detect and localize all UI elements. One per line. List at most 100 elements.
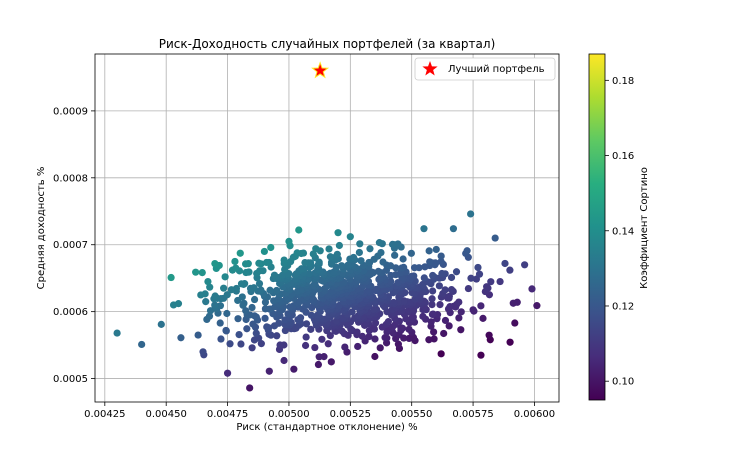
data-point <box>467 274 475 282</box>
data-point <box>237 340 245 348</box>
data-point <box>358 332 367 340</box>
data-point <box>506 338 514 346</box>
x-axis-label: Риск (стандартное отклонение) % <box>236 422 417 433</box>
data-point <box>315 353 323 361</box>
data-point <box>491 234 499 242</box>
data-point <box>381 334 389 342</box>
data-point <box>379 258 387 266</box>
data-point <box>263 323 271 331</box>
data-point <box>223 309 231 318</box>
data-point <box>273 286 281 295</box>
data-point <box>475 270 484 278</box>
plot-frame <box>94 53 560 403</box>
legend-star-icon <box>422 61 438 76</box>
data-point <box>467 210 475 218</box>
y-axis-ticks: 0.0005 0.0006 0.0007 0.0008 0.0009 <box>53 106 95 385</box>
data-point <box>384 318 392 326</box>
data-point <box>211 259 219 268</box>
data-point <box>255 259 263 267</box>
data-point <box>474 263 482 272</box>
data-point <box>202 298 210 306</box>
data-point <box>242 268 250 277</box>
data-point <box>255 279 264 288</box>
data-point <box>463 247 471 255</box>
data-point <box>398 264 406 272</box>
data-point <box>223 369 232 377</box>
data-point <box>223 291 231 299</box>
data-point <box>238 293 246 301</box>
data-point <box>388 240 397 248</box>
data-point <box>276 341 284 349</box>
data-point <box>243 325 251 333</box>
data-point <box>285 237 293 245</box>
data-point <box>421 263 429 271</box>
data-point <box>326 253 334 261</box>
data-point <box>237 280 246 288</box>
data-point <box>307 311 315 319</box>
colorbar-tick-label: 0.18 <box>612 76 634 87</box>
data-point <box>521 261 529 269</box>
data-point <box>365 258 373 267</box>
data-point <box>428 300 436 309</box>
data-point <box>426 258 434 266</box>
data-point <box>335 241 343 250</box>
data-point <box>234 315 242 323</box>
data-point <box>252 329 260 337</box>
data-point <box>372 285 380 293</box>
data-point <box>437 252 445 260</box>
data-point <box>429 271 437 280</box>
scatter-points <box>113 210 541 392</box>
data-point <box>262 258 271 267</box>
best-portfolio-layer <box>311 61 330 79</box>
data-point <box>391 251 399 259</box>
y-tick-label: 0.0006 <box>53 307 88 318</box>
data-point <box>405 334 413 343</box>
data-point <box>324 340 332 348</box>
data-point <box>301 259 309 267</box>
data-point <box>220 284 228 292</box>
data-point <box>457 326 465 334</box>
data-point <box>192 268 200 276</box>
data-point <box>227 286 235 294</box>
data-point <box>375 239 383 247</box>
data-point <box>302 320 311 328</box>
data-point <box>399 255 407 263</box>
data-point <box>211 292 219 300</box>
data-point <box>280 256 288 264</box>
data-point <box>231 257 239 266</box>
y-tick-label: 0.0008 <box>53 173 88 184</box>
data-point <box>469 306 477 314</box>
data-point <box>390 298 398 307</box>
x-tick-label: 0.00575 <box>452 409 493 420</box>
data-point <box>397 324 405 332</box>
legend-label: Лучший портфель <box>448 64 545 75</box>
data-point <box>211 301 219 309</box>
data-point <box>438 269 446 278</box>
data-point <box>157 320 165 328</box>
data-point <box>452 268 461 276</box>
data-point <box>348 308 356 316</box>
data-point <box>356 240 364 248</box>
data-point <box>485 331 493 339</box>
data-point <box>447 286 456 294</box>
data-point <box>357 257 365 265</box>
data-point <box>241 260 250 268</box>
data-point <box>430 328 438 336</box>
data-point <box>296 314 305 322</box>
data-point <box>301 341 310 350</box>
data-point <box>410 264 419 272</box>
data-point <box>427 318 435 326</box>
data-point <box>477 351 485 359</box>
data-point <box>250 295 259 304</box>
data-point <box>240 299 248 307</box>
colorbar-tick-label: 0.16 <box>612 151 634 162</box>
data-point <box>355 248 363 257</box>
data-point <box>441 316 450 325</box>
data-point <box>419 312 427 320</box>
data-point <box>528 285 536 293</box>
x-tick-label: 0.00600 <box>514 409 555 420</box>
data-point <box>197 291 205 299</box>
data-point <box>261 305 270 313</box>
data-point <box>437 257 445 266</box>
data-point <box>280 356 288 365</box>
